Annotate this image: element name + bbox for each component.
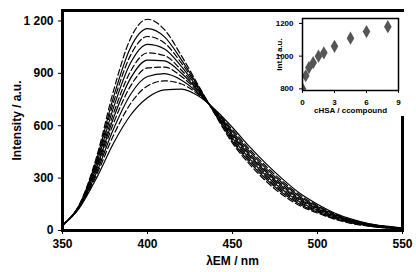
svg-text:0: 0: [300, 98, 305, 107]
svg-text:550: 550: [392, 237, 412, 251]
svg-text:Intensity / a.u.: Intensity / a.u.: [10, 80, 24, 160]
svg-text:3: 3: [332, 98, 337, 108]
svg-text:900: 900: [33, 66, 53, 80]
svg-text:cHSA / ccompound: cHSA / ccompound: [314, 106, 387, 115]
svg-text:350: 350: [52, 237, 72, 251]
svg-text:450: 450: [222, 237, 242, 251]
svg-text:0: 0: [47, 223, 54, 237]
svg-text:1 200: 1 200: [23, 14, 53, 28]
svg-text:λEM / nm: λEM / nm: [206, 254, 259, 268]
svg-text:1000: 1000: [275, 51, 294, 61]
svg-text:9: 9: [396, 98, 401, 107]
svg-text:6: 6: [364, 98, 369, 108]
svg-text:400: 400: [137, 237, 157, 251]
svg-text:Int. / a.u.: Int. / a.u.: [275, 38, 284, 70]
svg-text:800: 800: [280, 84, 294, 93]
svg-text:500: 500: [307, 237, 327, 251]
svg-text:300: 300: [33, 171, 53, 185]
svg-text:600: 600: [33, 119, 53, 133]
svg-text:1200: 1200: [276, 19, 294, 28]
